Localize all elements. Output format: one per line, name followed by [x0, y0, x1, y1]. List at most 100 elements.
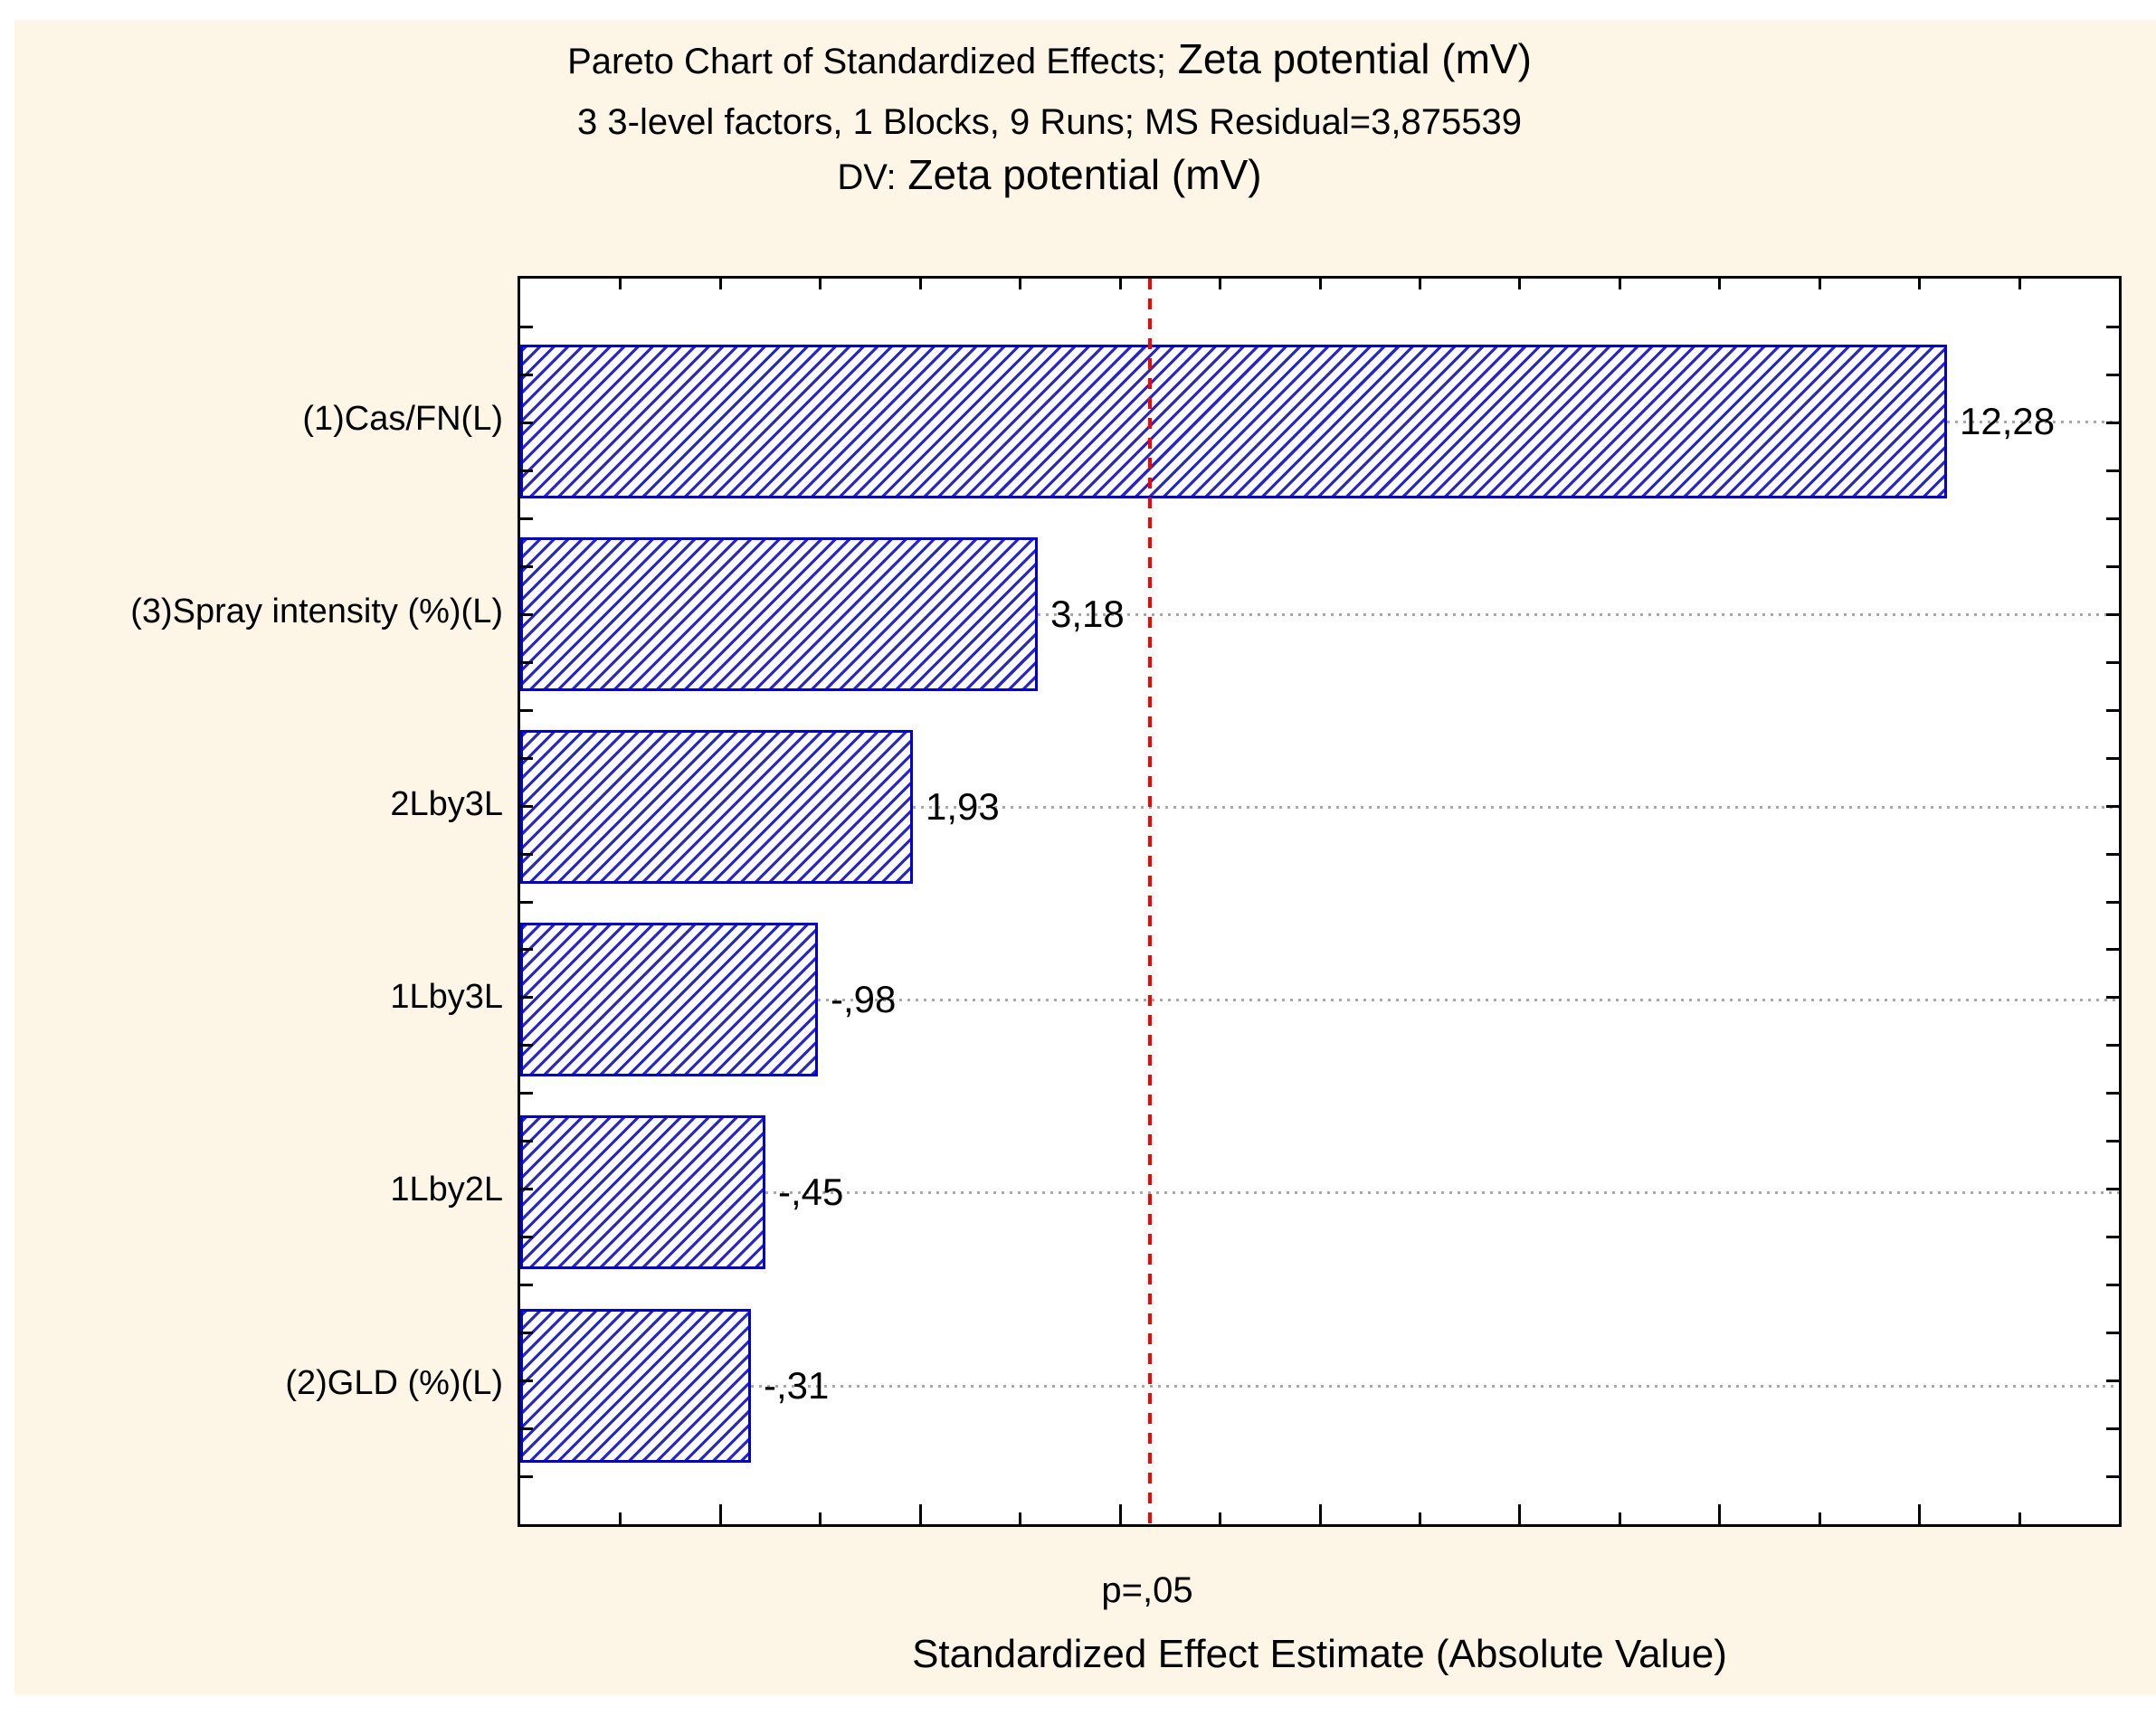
x-axis-major-tick [1518, 1504, 1521, 1524]
x-axis-minor-tick [1419, 1512, 1421, 1524]
pareto-bar [520, 1115, 765, 1270]
p-value-label: p=,05 [1101, 1570, 1193, 1610]
x-axis-top-tick [619, 279, 622, 289]
center-gridline [765, 1191, 2119, 1195]
x-axis-major-tick [719, 1504, 722, 1524]
x-axis-major-tick [919, 1504, 922, 1524]
category-label: (2)GLD (%)(L) [285, 1363, 503, 1402]
x-axis-major-tick [1718, 1504, 1721, 1524]
bar-value-label: 3,18 [1050, 593, 1125, 636]
category-label: 2Lby3L [390, 785, 503, 824]
y-axis-left-tick [520, 1236, 533, 1238]
x-axis-top-tick [1918, 279, 1921, 289]
y-axis-left-tick [520, 853, 533, 856]
x-axis-top-tick [1319, 279, 1322, 289]
x-axis-minor-tick [2018, 1512, 2021, 1524]
bar-value-label: -,31 [764, 1363, 830, 1407]
pareto-bar [520, 345, 1947, 498]
y-axis-left-tick [520, 1379, 533, 1382]
y-axis-right-tick [2106, 469, 2119, 472]
y-axis-right-tick [2106, 517, 2119, 520]
y-axis-right-tick [2106, 1044, 2119, 1047]
y-axis-left-tick [520, 948, 533, 951]
y-axis-left-tick [520, 805, 533, 808]
y-axis-left-tick [520, 565, 533, 568]
category-label: (1)Cas/FN(L) [302, 400, 503, 438]
category-label: (3)Spray intensity (%)(L) [130, 593, 503, 631]
y-axis-left-tick [520, 1332, 533, 1334]
y-axis-right-tick [2106, 1332, 2119, 1334]
y-axis-right-tick [2106, 948, 2119, 951]
category-label: 1Lby3L [390, 978, 503, 1017]
pareto-bar [520, 923, 818, 1077]
significance-line [1148, 279, 1152, 1524]
y-axis-left-tick [520, 422, 533, 424]
x-axis-major-tick [1319, 1504, 1322, 1524]
x-axis-minor-tick [1619, 1512, 1621, 1524]
x-axis-top-tick [1119, 279, 1122, 289]
x-axis-top-tick [1518, 279, 1521, 289]
y-axis-right-tick [2106, 326, 2119, 328]
x-axis-top-tick [1819, 279, 1821, 289]
x-axis-top-tick [2018, 279, 2021, 289]
y-axis-left-tick [520, 1475, 533, 1478]
center-gridline [1947, 421, 2119, 423]
x-axis-top-tick [1419, 279, 1421, 289]
center-gridline [818, 999, 2119, 1002]
y-axis-left-tick [520, 326, 533, 328]
y-axis-right-tick [2106, 805, 2119, 808]
x-axis-minor-tick [1219, 1512, 1221, 1524]
y-axis-right-tick [2106, 1140, 2119, 1142]
y-axis-left-tick [520, 1044, 533, 1047]
y-axis-left-tick [520, 996, 533, 999]
y-axis-left-tick [520, 661, 533, 664]
chart-title-line1: Pareto Chart of Standardized Effects; Ze… [0, 33, 2099, 96]
center-gridline [751, 1384, 2119, 1388]
y-axis-right-tick [2106, 661, 2119, 664]
y-axis-right-tick [2106, 1236, 2119, 1238]
y-axis-left-tick [520, 1284, 533, 1286]
plot-area: 12,28 3,18 1,93 -,98 -,45 -,31 [518, 276, 2122, 1527]
x-axis-minor-tick [1019, 1512, 1021, 1524]
y-axis-left-tick [520, 1092, 533, 1095]
bar-value-label: -,98 [831, 978, 897, 1021]
x-axis-top-tick [1718, 279, 1721, 289]
title-prefix: Pareto Chart of Standardized Effects; [567, 42, 1166, 81]
y-axis-left-tick [520, 469, 533, 472]
x-axis-minor-tick [819, 1512, 822, 1524]
dv-variable: Zeta potential (mV) [896, 151, 1262, 198]
y-axis-right-tick [2106, 1475, 2119, 1478]
x-axis-major-tick [1918, 1504, 1921, 1524]
x-axis-title: Standardized Effect Estimate (Absolute V… [912, 1632, 1727, 1676]
y-axis-left-tick [520, 901, 533, 904]
y-axis-left-tick [520, 517, 533, 520]
y-axis-right-tick [2106, 757, 2119, 760]
x-axis-top-tick [819, 279, 822, 289]
y-axis-right-tick [2106, 1092, 2119, 1095]
x-axis-major-tick [1119, 1504, 1122, 1524]
y-axis-left-tick [520, 709, 533, 712]
y-axis-right-tick [2106, 901, 2119, 904]
y-axis-left-tick [520, 374, 533, 376]
x-axis-top-tick [1219, 279, 1221, 289]
y-axis-left-tick [520, 757, 533, 760]
x-axis-top-tick [919, 279, 922, 289]
x-axis-minor-tick [619, 1512, 622, 1524]
x-axis-top-tick [1019, 279, 1021, 289]
pareto-bar [520, 537, 1038, 692]
y-axis-right-tick [2106, 1188, 2119, 1190]
x-axis-minor-tick [1819, 1512, 1821, 1524]
y-axis-right-tick [2106, 374, 2119, 376]
y-axis-right-tick [2106, 565, 2119, 568]
y-axis-left-tick [520, 1427, 533, 1430]
y-axis-left-tick [520, 613, 533, 616]
y-axis-right-tick [2106, 1284, 2119, 1286]
chart-dv-line: DV: Zeta potential (mV) [0, 148, 2099, 212]
chart-subtitle: 3 3-level factors, 1 Blocks, 9 Runs; MS … [577, 102, 1522, 142]
bar-value-label: -,45 [778, 1171, 844, 1214]
x-axis-top-tick [719, 279, 722, 289]
pareto-bar [520, 730, 913, 885]
y-axis-right-tick [2106, 422, 2119, 424]
y-axis-left-tick [520, 1188, 533, 1190]
